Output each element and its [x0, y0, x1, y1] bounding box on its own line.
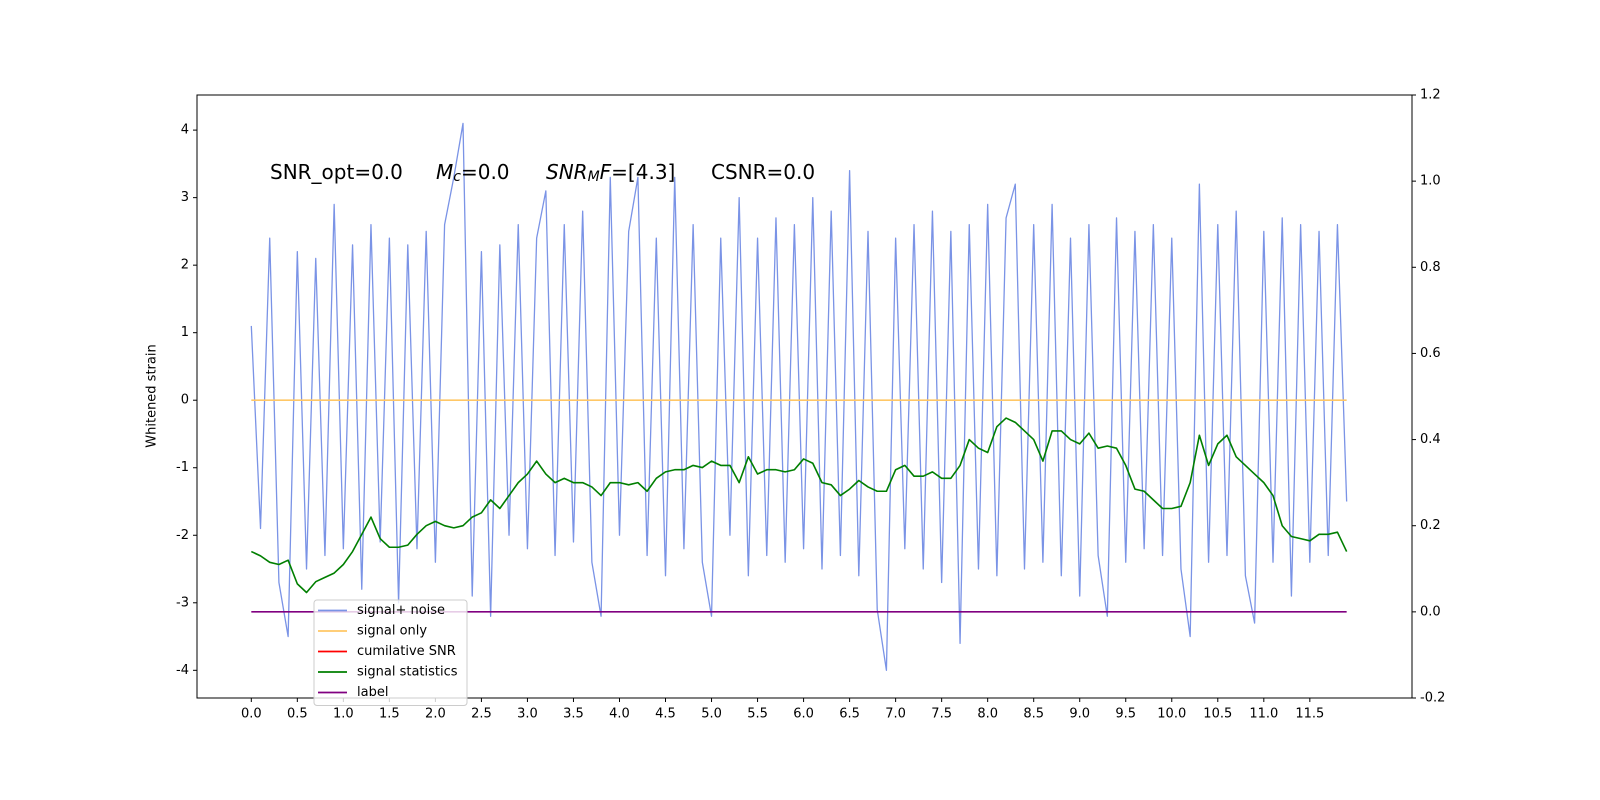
y2-tick-label: 0.0 — [1420, 604, 1441, 619]
x-tick-label: 10.0 — [1157, 707, 1186, 722]
y2-tick-label: 0.4 — [1420, 432, 1441, 447]
y-tick-label: -3 — [176, 595, 189, 610]
x-tick-label: 5.0 — [701, 707, 722, 722]
y-tick-label: -1 — [176, 460, 189, 475]
x-tick-label: 8.5 — [1023, 707, 1044, 722]
x-tick-label: 1.5 — [379, 707, 400, 722]
x-tick-label: 9.0 — [1069, 707, 1090, 722]
legend-label: signal only — [357, 624, 427, 639]
annotation-part: SNR_opt=0.0 — [270, 160, 403, 184]
legend: signal+ noise signal only cumilative SNR si… — [313, 599, 468, 706]
annotation: SNR_opt=0.0 — [270, 160, 403, 184]
annotation-part: F — [600, 160, 612, 184]
y2-tick-label: 0.6 — [1420, 346, 1441, 361]
annotation-part: CSNR=0.0 — [711, 160, 815, 184]
y-tick-label: -4 — [176, 663, 189, 678]
x-tick-label: 6.0 — [793, 707, 814, 722]
x-tick-label: 11.5 — [1295, 707, 1324, 722]
annotation: CSNR=0.0 — [711, 160, 815, 184]
legend-label: cumilative SNR — [357, 644, 456, 659]
y-tick-label: -2 — [176, 528, 189, 543]
x-tick-label: 0.5 — [287, 707, 308, 722]
x-tick-label: 2.0 — [425, 707, 446, 722]
y-tick-label: 3 — [181, 190, 189, 205]
x-tick-label: 3.0 — [517, 707, 538, 722]
x-tick-label: 11.0 — [1249, 707, 1278, 722]
y2-tick-label: -0.2 — [1420, 691, 1445, 706]
y2-tick-label: 1.0 — [1420, 174, 1441, 189]
y2-tick-label: 0.2 — [1420, 518, 1441, 533]
legend-label: signal+ noise — [357, 603, 445, 618]
plot-frame — [196, 94, 1413, 699]
x-tick-label: 7.5 — [931, 707, 952, 722]
y-axis-label: Whitened strain — [145, 344, 160, 447]
x-tick-label: 8.0 — [977, 707, 998, 722]
y-tick-label: 4 — [181, 123, 189, 138]
x-tick-label: 3.5 — [563, 707, 584, 722]
x-tick-label: 6.5 — [839, 707, 860, 722]
x-tick-label: 0.0 — [241, 707, 262, 722]
y-tick-label: 0 — [181, 393, 189, 408]
annotation: Mc=0.0 — [436, 160, 510, 186]
annotation-part: =[4.3] — [611, 160, 675, 184]
annotation-part: M — [588, 169, 600, 185]
legend-box — [313, 599, 468, 706]
x-tick-label: 2.5 — [471, 707, 492, 722]
series-line — [250, 417, 1348, 594]
y2-tick-label: 1.2 — [1420, 88, 1441, 103]
y2-tick-label: 0.8 — [1420, 260, 1441, 275]
x-tick-label: 9.5 — [1115, 707, 1136, 722]
y-tick-label: 1 — [181, 325, 189, 340]
legend-label: label — [357, 685, 388, 700]
series-line — [250, 122, 1348, 671]
annotation-part: c — [453, 169, 461, 185]
x-tick-label: 10.5 — [1203, 707, 1232, 722]
annotation: SNRMF=[4.3] — [546, 160, 675, 186]
x-tick-label: 4.0 — [609, 707, 630, 722]
annotation-part: M — [436, 160, 453, 184]
x-tick-label: 7.0 — [885, 707, 906, 722]
legend-label: signal statistics — [357, 665, 458, 680]
x-tick-label: 1.0 — [333, 707, 354, 722]
x-tick-label: 5.5 — [747, 707, 768, 722]
annotation-part: =0.0 — [461, 160, 510, 184]
x-tick-label: 4.5 — [655, 707, 676, 722]
y-tick-label: 2 — [181, 258, 189, 273]
annotation-part: SNR — [546, 160, 588, 184]
